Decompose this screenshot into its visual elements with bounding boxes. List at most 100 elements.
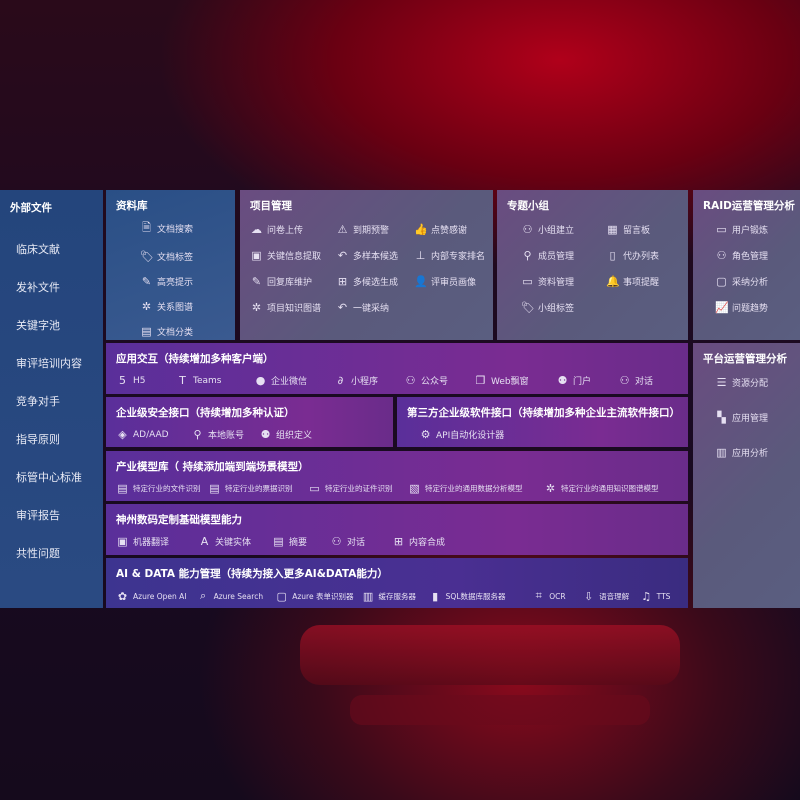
library-item[interactable]: ✲ 关系图谱 xyxy=(140,300,225,313)
app-item[interactable]: ⚉ 门户 xyxy=(556,374,618,387)
sidebar-item[interactable]: 审评培训内容 xyxy=(16,357,82,370)
raid-item[interactable]: 📈 问题趋势 xyxy=(715,301,790,314)
base-item[interactable]: A 关键实体 xyxy=(198,535,272,548)
project-item[interactable]: ☁ 问卷上传 xyxy=(250,223,336,236)
app-item[interactable]: ⚇ 对话 xyxy=(618,374,678,387)
group-item[interactable]: ▭ 资料管理 xyxy=(521,275,606,288)
raid-item[interactable]: ▭ 用户锻炼 xyxy=(715,223,790,236)
project-item[interactable]: 👍 点赞感谢 xyxy=(414,223,494,236)
sidebar-item[interactable]: 发补文件 xyxy=(16,281,60,294)
bbs-icon: ▦ xyxy=(607,223,618,236)
ai-item[interactable]: ▢ Azure 表单识别器 xyxy=(275,589,361,603)
group-item[interactable]: ⚇ 小组建立 xyxy=(521,223,606,236)
sidebar-item[interactable]: 临床文献 xyxy=(16,243,60,256)
app-item[interactable]: ∂ 小程序 xyxy=(334,374,404,387)
sidebar-title: 外部文件 xyxy=(10,202,52,214)
item-label: 应用分析 xyxy=(732,449,769,459)
ai-item[interactable]: ⌕ Azure Search xyxy=(197,589,276,603)
app-item[interactable]: T Teams xyxy=(176,374,254,387)
project-item[interactable]: ⊞ 多候选生成 xyxy=(336,275,414,288)
platform-item[interactable]: ▚ 应用管理 xyxy=(715,411,790,424)
highlight-pen-icon: ✎ xyxy=(141,275,152,288)
ai-item[interactable]: ✿ Azure Open AI xyxy=(116,589,197,603)
raid-item[interactable]: ⚇ 角色管理 xyxy=(715,249,790,262)
ai-item[interactable]: ⇩ 语音理解 xyxy=(582,589,640,603)
raid-item[interactable]: ▢ 采纳分析 xyxy=(715,275,790,288)
group-item[interactable]: ⚲ 成员管理 xyxy=(521,249,606,262)
group-item[interactable]: 🔔 事项提醒 xyxy=(606,275,691,288)
receipt-icon: ▤ xyxy=(209,482,220,495)
library-item[interactable]: ✎ 高亮提示 xyxy=(140,275,225,288)
doc-category-icon: ▤ xyxy=(141,325,152,338)
chat-icon: ⚇ xyxy=(619,374,630,387)
project-item[interactable]: ✎ 回复库维护 xyxy=(250,275,336,288)
cloud-upload-icon: ☁ xyxy=(251,223,262,236)
sidebar-item[interactable]: 竞争对手 xyxy=(16,395,60,408)
base-item[interactable]: ▤ 摘要 xyxy=(272,535,330,548)
industry-item[interactable]: ▤ 特定行业的文件识别 xyxy=(116,482,208,495)
sidebar-item[interactable]: 关键字池 xyxy=(16,319,60,332)
app-item[interactable]: ⚇ 公众号 xyxy=(404,374,474,387)
industry-item[interactable]: ▧ 特定行业的通用数据分析模型 xyxy=(408,482,544,495)
user-add-icon: ⚲ xyxy=(523,249,532,262)
ai-item[interactable]: ▮ SQL数据库服务器 xyxy=(429,589,533,603)
item-label: 一键采纳 xyxy=(353,304,390,314)
base-item[interactable]: ▣ 机器翻译 xyxy=(116,535,198,548)
security-item[interactable]: ◈ AD/AAD xyxy=(116,428,191,441)
base-item[interactable]: ⊞ 内容合成 xyxy=(392,535,472,548)
industry-item[interactable]: ▤ 特定行业的票据识别 xyxy=(208,482,308,495)
app-item[interactable]: ❐ Web飘窗 xyxy=(474,374,556,387)
app-item[interactable]: ● 企业微信 xyxy=(254,374,334,387)
platform-item[interactable]: ☰ 资源分配 xyxy=(715,376,790,389)
sidebar-item[interactable]: 审评报告 xyxy=(16,509,60,522)
item-label: 评审员画像 xyxy=(431,278,477,288)
group-item[interactable]: ▯ 代办列表 xyxy=(606,249,691,262)
project-item[interactable]: ↶ 多样本候选 xyxy=(336,249,414,262)
item-label: 企业微信 xyxy=(271,377,308,387)
item-label: 特定行业的证件识别 xyxy=(325,484,393,493)
ocr-icon: ⌗ xyxy=(535,589,542,602)
project-item[interactable]: ⚠ 到期预警 xyxy=(336,223,414,236)
sidebar-item[interactable]: 共性问题 xyxy=(16,547,60,560)
item-label: 特定行业的票据识别 xyxy=(225,484,293,493)
ai-item[interactable]: ⌗ OCR xyxy=(532,589,582,603)
panel-app-interaction: 应用交互（持续增加多种客户端） 5 H5 T Teams ● 企业微信 ∂ 小程序 ⚇ 公众号 ❐ W… xyxy=(106,343,688,394)
item-label: 应用管理 xyxy=(732,414,769,424)
ai-item[interactable]: ▥ 缓存服务器 xyxy=(362,589,429,603)
industry-item[interactable]: ✲ 特定行业的通用知识图谱模型 xyxy=(544,482,674,495)
background-laptop-shape xyxy=(300,625,680,685)
project-item[interactable]: 👤 评审员画像 xyxy=(414,275,494,288)
sql-icon: ▮ xyxy=(432,589,439,603)
project-item[interactable]: ⊥ 内部专家排名 xyxy=(414,249,494,262)
platform-item[interactable]: ▥ 应用分析 xyxy=(715,446,790,459)
library-item[interactable]: 🗎 文档搜索 xyxy=(140,219,225,238)
project-item[interactable]: ✲ 项目知识图谱 xyxy=(250,301,336,314)
security-item[interactable]: ⚲ 本地账号 xyxy=(191,428,259,441)
library-item[interactable]: ▤ 文档分类 xyxy=(140,325,225,338)
project-item[interactable]: ↶ 一键采纳 xyxy=(336,301,414,314)
sidebar-item[interactable]: 标管中心标准 xyxy=(16,471,82,484)
library-item[interactable]: 🏷 文档标签 xyxy=(140,250,225,263)
app-item[interactable]: 5 H5 xyxy=(116,374,176,387)
sidebar-item[interactable]: 指导原则 xyxy=(16,433,60,446)
base-item[interactable]: ⚇ 对话 xyxy=(330,535,392,548)
thirdparty-item[interactable]: ⚙ API自动化设计器 xyxy=(419,428,539,441)
industry-item[interactable]: ▭ 特定行业的证件识别 xyxy=(308,482,408,495)
item-label: 特定行业的通用数据分析模型 xyxy=(425,484,523,493)
doc-icon: ▤ xyxy=(117,482,128,495)
item-label: 机器翻译 xyxy=(133,538,170,548)
ad-icon: ◈ xyxy=(118,428,127,441)
project-item[interactable]: ▣ 关键信息提取 xyxy=(250,249,336,262)
security-item[interactable]: ⚉ 组织定义 xyxy=(259,428,339,441)
group-item[interactable]: 🏷 小组标签 xyxy=(521,301,606,314)
item-label: 语音理解 xyxy=(599,591,630,601)
item-label: 组织定义 xyxy=(276,431,313,441)
apps-icon: ▚ xyxy=(717,411,726,424)
mini-program-icon: ∂ xyxy=(337,374,344,387)
folder-icon: ▭ xyxy=(522,275,533,288)
item-label: TTS xyxy=(656,591,671,601)
group-item[interactable]: ▦ 留言板 xyxy=(606,223,691,236)
ai-item[interactable]: ♫ TTS xyxy=(640,589,678,603)
ranking-icon: ⊥ xyxy=(415,249,426,262)
item-label: 项目知识图谱 xyxy=(267,304,322,314)
